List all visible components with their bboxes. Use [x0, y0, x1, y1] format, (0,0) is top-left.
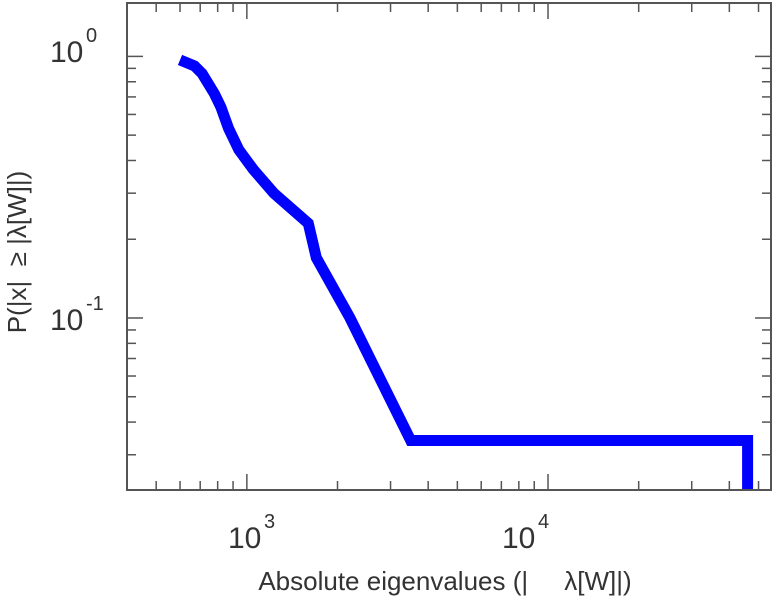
x-tick-label-0: 10: [228, 522, 261, 555]
x-tick-label-1: 10: [502, 522, 535, 555]
plot-frame: [126, 2, 772, 491]
y-tick-exp-0: 0: [86, 25, 97, 47]
y-axis-label: P(|x| ≥ |λ[W]|): [2, 171, 32, 334]
y-tick-exp-1: -1: [86, 293, 104, 315]
ccdf-series-line: [177, 54, 754, 490]
x-tick-exp-1: 4: [538, 511, 549, 533]
x-tick-exp-0: 3: [264, 511, 275, 533]
y-tick-label-1: 10: [50, 304, 83, 337]
minor-ticks: [126, 3, 771, 490]
y-tick-label-0: 10: [50, 36, 83, 69]
x-axis-label: Absolute eigenvalues (| λ[W]|): [258, 566, 631, 596]
